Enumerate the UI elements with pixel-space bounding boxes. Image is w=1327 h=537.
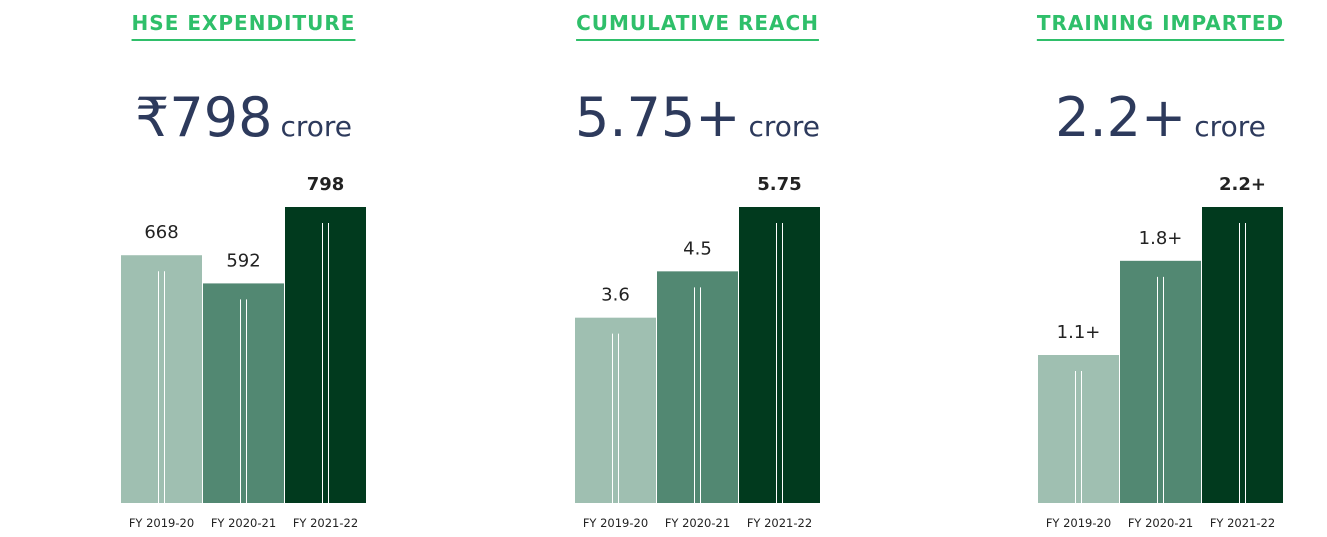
- value-label: 798: [307, 174, 345, 195]
- value-label: 3.6: [601, 285, 630, 306]
- value-label: 4.5: [683, 238, 712, 259]
- bar: [1202, 207, 1283, 503]
- value-label: 5.75: [757, 174, 801, 195]
- headline-figure: 5.75+: [575, 86, 740, 149]
- headline-unit: crore: [1194, 110, 1266, 143]
- value-label: 668: [144, 222, 178, 243]
- headline-unit: crore: [748, 110, 820, 143]
- category-label: FY 2019-20: [583, 516, 648, 530]
- chart-title: TRAINING IMPARTED: [1037, 11, 1284, 35]
- chart-title: HSE EXPENDITURE: [132, 11, 356, 35]
- bar: [203, 283, 284, 503]
- category-label: FY 2020-21: [1128, 516, 1193, 530]
- chart-title: CUMULATIVE REACH: [576, 11, 819, 35]
- bar: [657, 271, 738, 503]
- headline-figure: 2.2+: [1055, 86, 1186, 149]
- headline-unit: crore: [280, 110, 352, 143]
- value-label: 592: [226, 250, 260, 271]
- category-label: FY 2021-22: [1210, 516, 1275, 530]
- headline: ₹798 crore: [135, 86, 352, 149]
- headline: 2.2+ crore: [1055, 86, 1266, 149]
- headline: 5.75+ crore: [575, 86, 820, 149]
- category-label: FY 2019-20: [1046, 516, 1111, 530]
- bar: [1120, 260, 1201, 503]
- bar: [739, 207, 820, 503]
- value-label: 1.8+: [1139, 228, 1183, 249]
- category-label: FY 2020-21: [665, 516, 730, 530]
- category-label: FY 2021-22: [293, 516, 358, 530]
- value-label: 2.2+: [1219, 174, 1266, 195]
- bar: [121, 255, 202, 503]
- category-label: FY 2021-22: [747, 516, 812, 530]
- bar: [285, 207, 366, 503]
- category-label: FY 2020-21: [211, 516, 276, 530]
- bar: [1038, 355, 1119, 503]
- bar: [575, 317, 656, 503]
- value-label: 1.1+: [1057, 322, 1101, 343]
- headline-figure: ₹798: [135, 86, 272, 149]
- category-label: FY 2019-20: [129, 516, 194, 530]
